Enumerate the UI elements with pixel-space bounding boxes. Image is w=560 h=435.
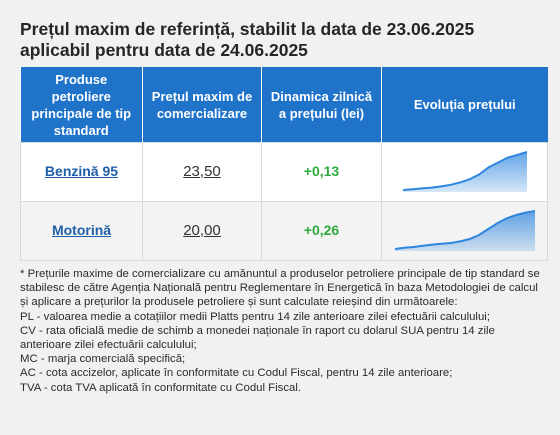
price-table: Produse petroliere principale de tip sta…	[20, 67, 548, 261]
header-max-price: Prețul maxim de comercializare	[142, 67, 262, 143]
note-tva: TVA - cota TVA aplicată în conformitate …	[20, 381, 302, 394]
trend-cell	[381, 142, 548, 202]
price-trend-chart	[402, 151, 527, 192]
dynamic-cell: +0,26	[261, 201, 382, 261]
note-pl: PL - valoarea medie a cotațiilor medii P…	[20, 310, 490, 323]
trend-area	[402, 152, 527, 192]
dynamic-value: +0,26	[303, 222, 340, 238]
price-trend-chart	[394, 210, 535, 251]
price-cell: 20,00	[142, 201, 262, 261]
price-value[interactable]: 20,00	[183, 222, 221, 239]
note-ac: AC - cota accizelor, aplicate în conform…	[20, 367, 453, 380]
product-link-motorina[interactable]: Motorină	[51, 222, 112, 238]
table-header-row: Produse petroliere principale de tip sta…	[20, 67, 548, 143]
page-title: Prețul maxim de referință, stabilit la d…	[20, 19, 550, 61]
header-products: Produse petroliere principale de tip sta…	[20, 67, 143, 143]
product-cell: Benzină 95	[20, 142, 143, 202]
trend-cell	[381, 201, 548, 261]
header-price-evolution: Evoluția prețului	[381, 67, 548, 143]
trend-line	[402, 151, 527, 191]
dynamic-cell: +0,13	[261, 142, 382, 202]
product-link-benzina-95[interactable]: Benzină 95	[44, 163, 119, 179]
title-line-1: Prețul maxim de referință, stabilit la d…	[20, 19, 475, 39]
trend-line	[394, 210, 535, 250]
note-intro: * Prețurile maxime de comercializare cu …	[20, 268, 540, 309]
price-cell: 23,50	[142, 142, 262, 202]
product-cell: Motorină	[20, 201, 143, 261]
header-daily-dynamic: Dinamica zilnică a prețului (lei)	[261, 67, 382, 143]
table-row: Benzină 95 23,50 +0,13	[20, 142, 548, 202]
price-value[interactable]: 23,50	[183, 163, 221, 180]
title-line-2: aplicabil pentru data de 24.06.2025	[20, 40, 308, 60]
methodology-notes: * Prețurile maxime de comercializare cu …	[20, 267, 546, 395]
note-mc: MC - marja comercială specifică;	[20, 353, 186, 366]
table-row: Motorină 20,00 +0,26	[20, 201, 548, 261]
note-cv: CV - rata oficială medie de schimb a mon…	[20, 324, 495, 352]
trend-area	[394, 211, 535, 251]
dynamic-value: +0,13	[303, 163, 340, 179]
